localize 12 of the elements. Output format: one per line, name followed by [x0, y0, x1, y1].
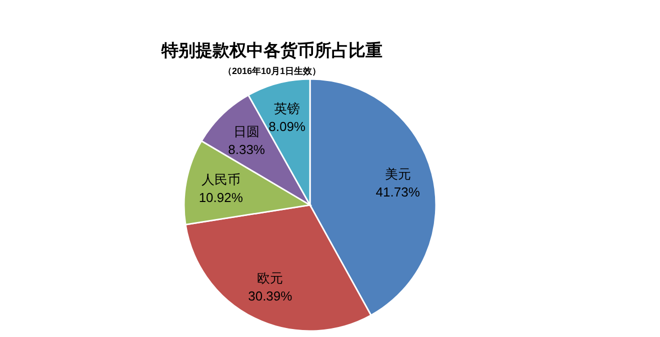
- data-label: 30.39%: [248, 288, 293, 304]
- slice-label: 日圆: [234, 124, 260, 140]
- data-label: 10.92%: [198, 190, 244, 205]
- slice-label: 英镑: [274, 101, 300, 116]
- slice-label: 美元: [384, 166, 411, 182]
- chart-title: 特别提款权中各货币所占比重: [160, 41, 382, 60]
- data-label: 41.73%: [376, 184, 420, 200]
- data-label: 8.09%: [268, 119, 306, 134]
- chart-subtitle: （2016年10月1日生效）: [222, 66, 322, 76]
- slice-label: 欧元: [257, 270, 284, 286]
- slice-label: 人民币: [201, 172, 240, 187]
- data-label: 8.33%: [228, 142, 266, 158]
